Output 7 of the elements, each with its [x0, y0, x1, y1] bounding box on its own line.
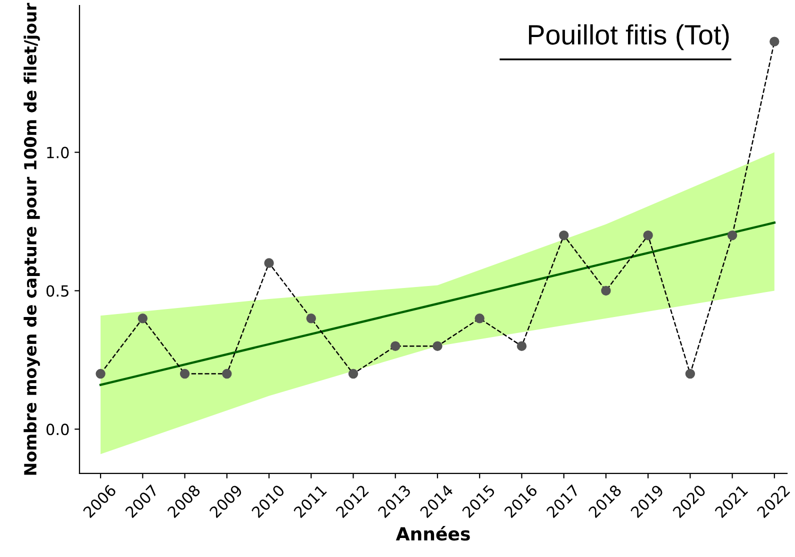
y-axis-title: Nombre moyen de capture pour 100m de filet/jour	[24, 2, 40, 475]
y-tick-label: 0.0	[46, 424, 69, 436]
text: Pouillot fitis (Tot)	[528, 24, 729, 50]
y-tick-label: 1.0	[47, 146, 69, 158]
x-axis-title: Années	[396, 526, 470, 541]
line-series	[99, 222, 776, 386]
y-tick-label: 0.5	[46, 285, 68, 297]
